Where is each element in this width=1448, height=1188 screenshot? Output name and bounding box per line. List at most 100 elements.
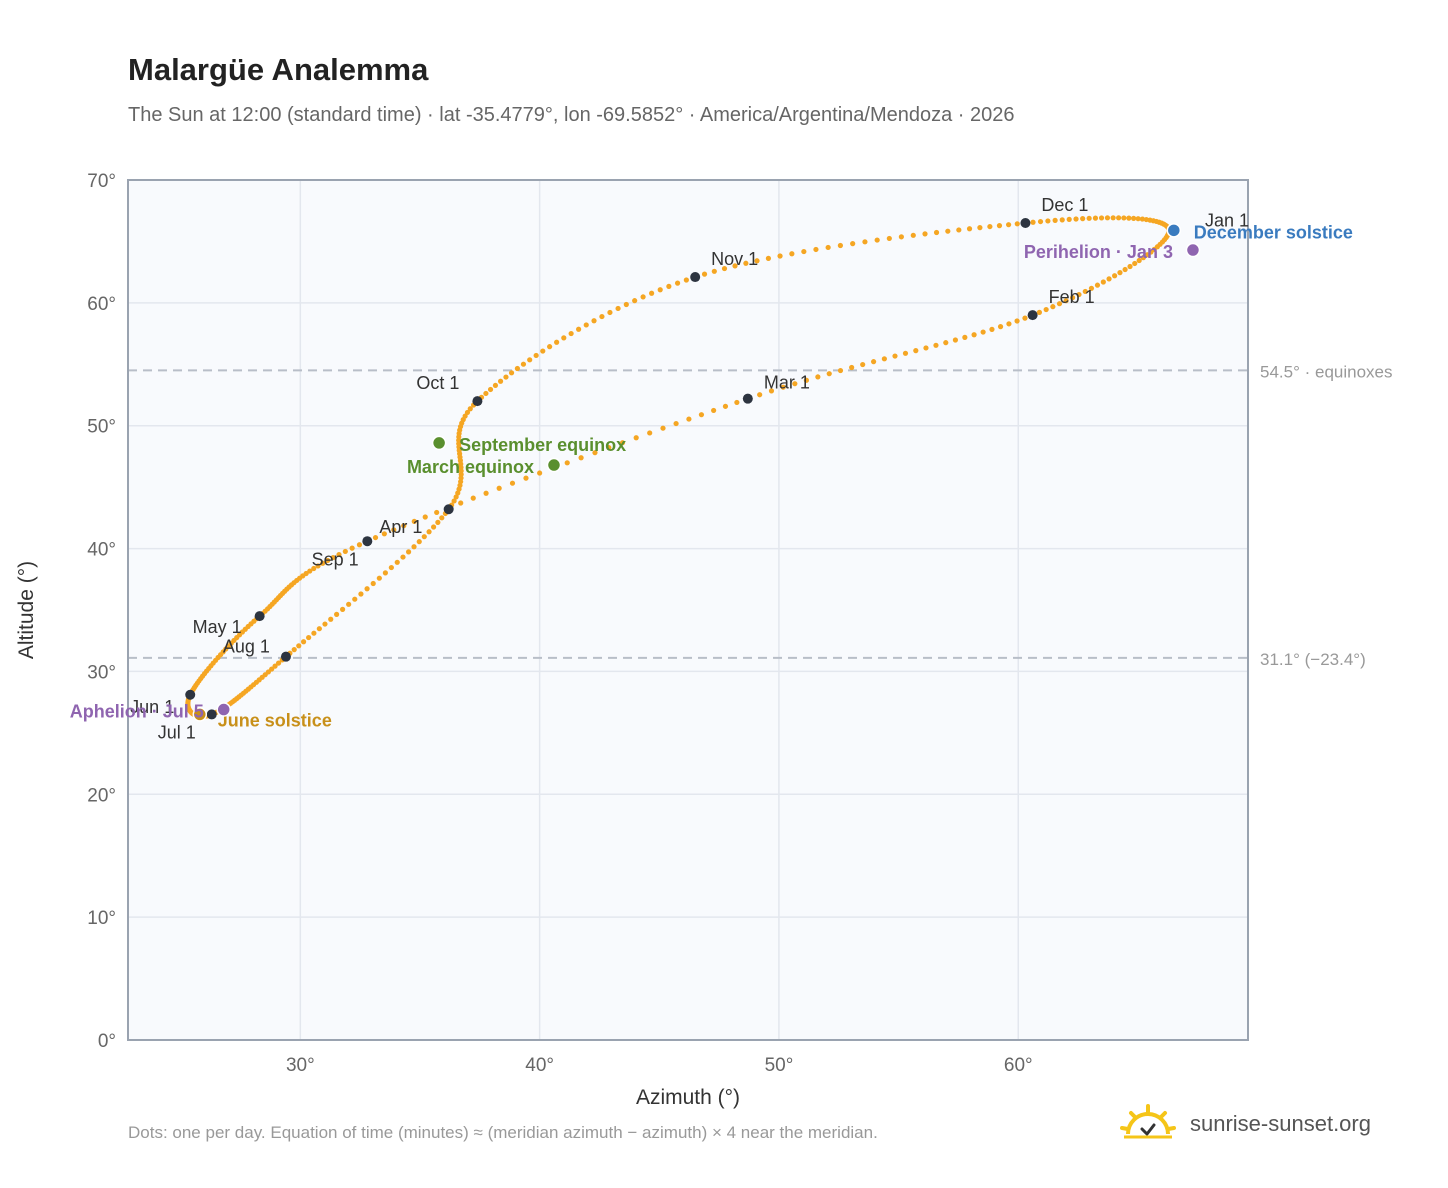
daily-sun-dot <box>1117 270 1123 276</box>
daily-sun-dot <box>1112 273 1118 279</box>
daily-sun-dot <box>813 246 819 253</box>
daily-sun-dot <box>1110 215 1116 221</box>
daily-sun-dot <box>1014 318 1020 324</box>
daily-sun-dot <box>815 374 821 380</box>
daily-sun-dot <box>780 384 786 390</box>
daily-sun-dot <box>421 534 427 540</box>
daily-sun-dot <box>997 324 1004 330</box>
daily-sun-dot <box>607 309 613 316</box>
daily-sun-dot <box>336 551 342 558</box>
daily-sun-dot <box>923 345 929 351</box>
daily-sun-dot <box>487 386 494 393</box>
event-marker <box>216 702 231 717</box>
daily-sun-dot <box>458 500 464 506</box>
daily-sun-dot <box>837 242 843 249</box>
daily-sun-dot <box>1063 298 1069 304</box>
plot-frame <box>127 179 1249 1041</box>
daily-sun-dot <box>509 480 516 486</box>
daily-sun-dot <box>977 225 983 231</box>
daily-sun-dot <box>886 235 892 242</box>
daily-sun-dot <box>1052 217 1058 223</box>
daily-sun-dot <box>721 265 728 272</box>
daily-sun-dot <box>989 326 995 332</box>
daily-sun-dot <box>996 223 1003 229</box>
daily-sun-dot <box>1122 266 1128 273</box>
daily-sun-dot <box>483 490 489 496</box>
daily-sun-dot <box>1088 285 1095 291</box>
month-label: Aug 1 <box>223 637 270 657</box>
daily-sun-dot <box>352 596 358 602</box>
daily-sun-dot <box>400 554 406 560</box>
daily-sun-dot <box>576 326 582 332</box>
daily-sun-dot <box>306 634 312 641</box>
daily-sun-dot <box>980 329 986 335</box>
daily-sun-dot <box>765 255 772 261</box>
month-label: Sep 1 <box>312 549 359 569</box>
daily-sun-dot <box>334 611 340 617</box>
event-marker <box>546 457 562 473</box>
daily-sun-dot <box>1006 222 1012 228</box>
daily-sun-dot <box>1073 216 1079 222</box>
month-marker <box>472 396 483 407</box>
daily-sun-dot <box>792 381 798 387</box>
daily-sun-dot <box>405 549 412 555</box>
brand[interactable]: sunrise-sunset.org <box>1120 1102 1371 1146</box>
daily-sun-dot <box>391 527 397 533</box>
daily-sun-dot <box>711 407 717 414</box>
daily-sun-dot <box>789 251 795 257</box>
daily-sun-dot <box>291 647 297 653</box>
daily-sun-dot <box>987 223 993 230</box>
daily-sun-dot <box>1082 288 1088 295</box>
event-label: September equinox <box>459 435 626 455</box>
daily-sun-dot <box>356 542 363 548</box>
daily-sun-dot <box>370 580 376 587</box>
month-label: Feb 1 <box>1049 287 1095 307</box>
daily-sun-dot <box>910 232 916 238</box>
daily-sun-dot <box>1136 257 1142 264</box>
daily-sun-dot <box>1106 276 1112 282</box>
daily-sun-dot <box>757 392 763 398</box>
event-label: March equinox <box>407 457 534 477</box>
daily-sun-dot <box>801 248 807 255</box>
y-tick-label: 0° <box>98 1031 116 1052</box>
daily-sun-dot <box>401 523 407 529</box>
month-marker <box>362 536 373 547</box>
daily-sun-dot <box>325 557 331 564</box>
daily-sun-dot <box>777 253 783 259</box>
daily-sun-dot <box>508 370 515 376</box>
daily-sun-dot <box>382 570 388 576</box>
daily-sun-dot <box>426 529 432 535</box>
event-label: Aphelion · Jul 5 <box>70 702 204 722</box>
y-tick-label: 70° <box>87 171 116 192</box>
daily-sun-dot <box>564 460 570 466</box>
daily-sun-dot <box>514 365 520 372</box>
daily-sun-dot <box>591 318 597 324</box>
daily-sun-dot <box>673 420 679 427</box>
reference-line-label: 31.1° (−23.4°) <box>1260 650 1366 669</box>
y-tick-label: 20° <box>87 785 116 806</box>
daily-sun-dot <box>892 353 898 359</box>
daily-sun-dot <box>1139 216 1145 222</box>
daily-sun-dot <box>849 364 855 371</box>
daily-sun-dot <box>394 559 400 565</box>
daily-sun-dot <box>1014 221 1020 227</box>
daily-sun-dot <box>913 348 919 354</box>
month-marker <box>1020 218 1031 228</box>
daily-sun-dot <box>1100 279 1106 285</box>
daily-sun-dot <box>803 377 809 383</box>
event-marker <box>1185 242 1201 258</box>
daily-sun-dot <box>619 440 626 446</box>
daily-sun-dot <box>933 229 940 236</box>
daily-sun-dot <box>860 361 866 368</box>
daily-sun-dot <box>296 643 302 649</box>
daily-sun-dot <box>674 280 681 286</box>
daily-sun-dot <box>606 445 612 451</box>
x-tick-label: 30° <box>286 1055 315 1076</box>
y-tick-label: 50° <box>87 417 116 438</box>
event-marker <box>431 435 447 451</box>
event-marker <box>1166 223 1182 238</box>
month-label: Jul 1 <box>158 722 196 742</box>
daily-sun-dot <box>492 382 499 389</box>
daily-sun-dot <box>434 509 440 516</box>
